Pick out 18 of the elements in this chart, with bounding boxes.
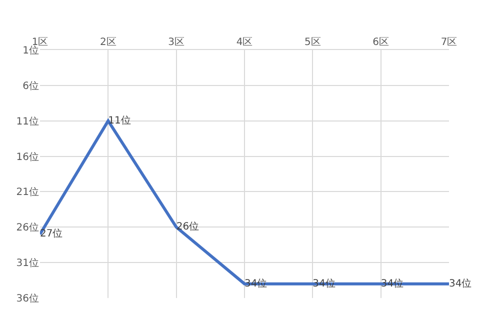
x-tick-label: 4区 — [236, 37, 253, 48]
y-tick-label: 31位 — [16, 257, 39, 270]
y-tick-label: 16位 — [16, 150, 39, 163]
y-tick-label: 6位 — [22, 80, 39, 92]
data-label: 11位 — [108, 114, 131, 126]
y-tick-label: 21位 — [16, 186, 39, 198]
y-tick-label: 36位 — [16, 292, 39, 304]
data-label: 34位 — [449, 277, 472, 290]
x-tick-label: 6区 — [372, 37, 390, 48]
x-tick-label: 7区 — [440, 37, 458, 48]
x-tick-label: 3区 — [168, 37, 185, 48]
data-label: 26位 — [176, 220, 200, 233]
y-tick-label: 1位 — [22, 44, 39, 56]
x-tick-label: 2区 — [100, 37, 116, 48]
data-label: 27位 — [40, 228, 63, 240]
x-tick-label: 5区 — [304, 37, 321, 48]
y-tick-label: 11位 — [16, 115, 39, 128]
y-tick-label: 26位 — [16, 222, 39, 234]
